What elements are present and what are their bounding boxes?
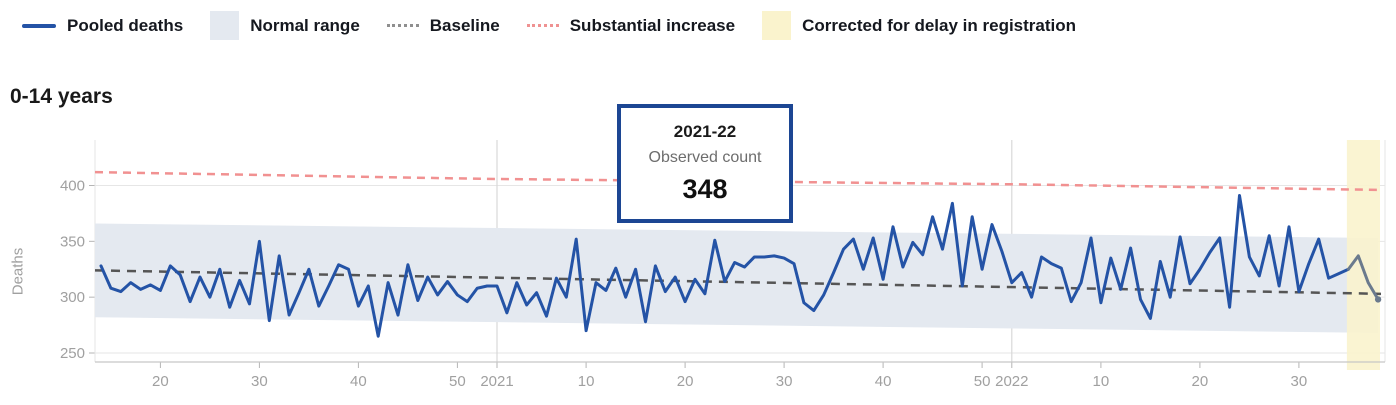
dotted-line-swatch-icon (526, 24, 559, 27)
normal-range-band (95, 223, 1379, 333)
x-tick-label: 30 (776, 373, 793, 390)
x-tick-label: 40 (875, 373, 892, 390)
observed-count-tooltip: 2021-22 Observed count 348 (617, 104, 793, 223)
legend-label: Corrected for delay in registration (802, 15, 1077, 35)
dotted-line-swatch-icon (386, 24, 419, 27)
x-tick-label: 50 (974, 373, 991, 390)
legend-item-pooled-deaths: Pooled deaths (22, 16, 183, 36)
x-tick-label: 40 (350, 373, 367, 390)
x-tick-label: 2022 (995, 373, 1028, 390)
legend-item-substantial-increase: Substantial increase (526, 15, 736, 36)
x-tick-label: 50 (449, 373, 466, 390)
chart-title: 0-14 years (10, 85, 113, 108)
legend-item-corrected: Corrected for delay in registration (762, 11, 1076, 40)
x-tick-label: 10 (1093, 373, 1110, 390)
tooltip-value: 348 (682, 174, 728, 204)
x-tick-label: 20 (677, 373, 694, 390)
x-tick-label: 20 (1192, 373, 1209, 390)
y-tick-label: 300 (60, 289, 85, 306)
pooled-deaths-end-dot (1374, 296, 1382, 303)
line-swatch-icon (22, 23, 56, 28)
y-tick-label: 400 (60, 178, 85, 195)
x-tick-label: 20 (152, 373, 169, 390)
x-tick-label: 30 (1291, 373, 1308, 390)
corrected-band (1346, 140, 1380, 370)
legend: Pooled deaths Normal range Baseline Subs… (22, 11, 1076, 40)
x-tick-label: 2021 (480, 373, 513, 390)
pooled-deaths-line (99, 194, 1350, 338)
tooltip-label: Observed count (648, 149, 762, 166)
x-tick-label: 30 (251, 373, 268, 390)
box-swatch-icon (210, 11, 240, 40)
y-tick-label: 350 (60, 233, 85, 250)
x-tick-label: 10 (578, 373, 595, 390)
y-tick-label: 250 (60, 345, 85, 362)
pooled-deaths-corrected-line (1346, 254, 1380, 301)
legend-item-baseline: Baseline (386, 15, 500, 36)
substantial-increase-line (94, 170, 1382, 192)
box-swatch-icon (762, 11, 792, 40)
legend-item-normal-range: Normal range (210, 11, 360, 40)
tooltip-period: 2021-22 (673, 122, 737, 141)
legend-label: Baseline (429, 15, 500, 35)
legend-label: Normal range (250, 15, 360, 35)
legend-label: Substantial increase (569, 15, 736, 35)
legend-label: Pooled deaths (67, 15, 184, 35)
